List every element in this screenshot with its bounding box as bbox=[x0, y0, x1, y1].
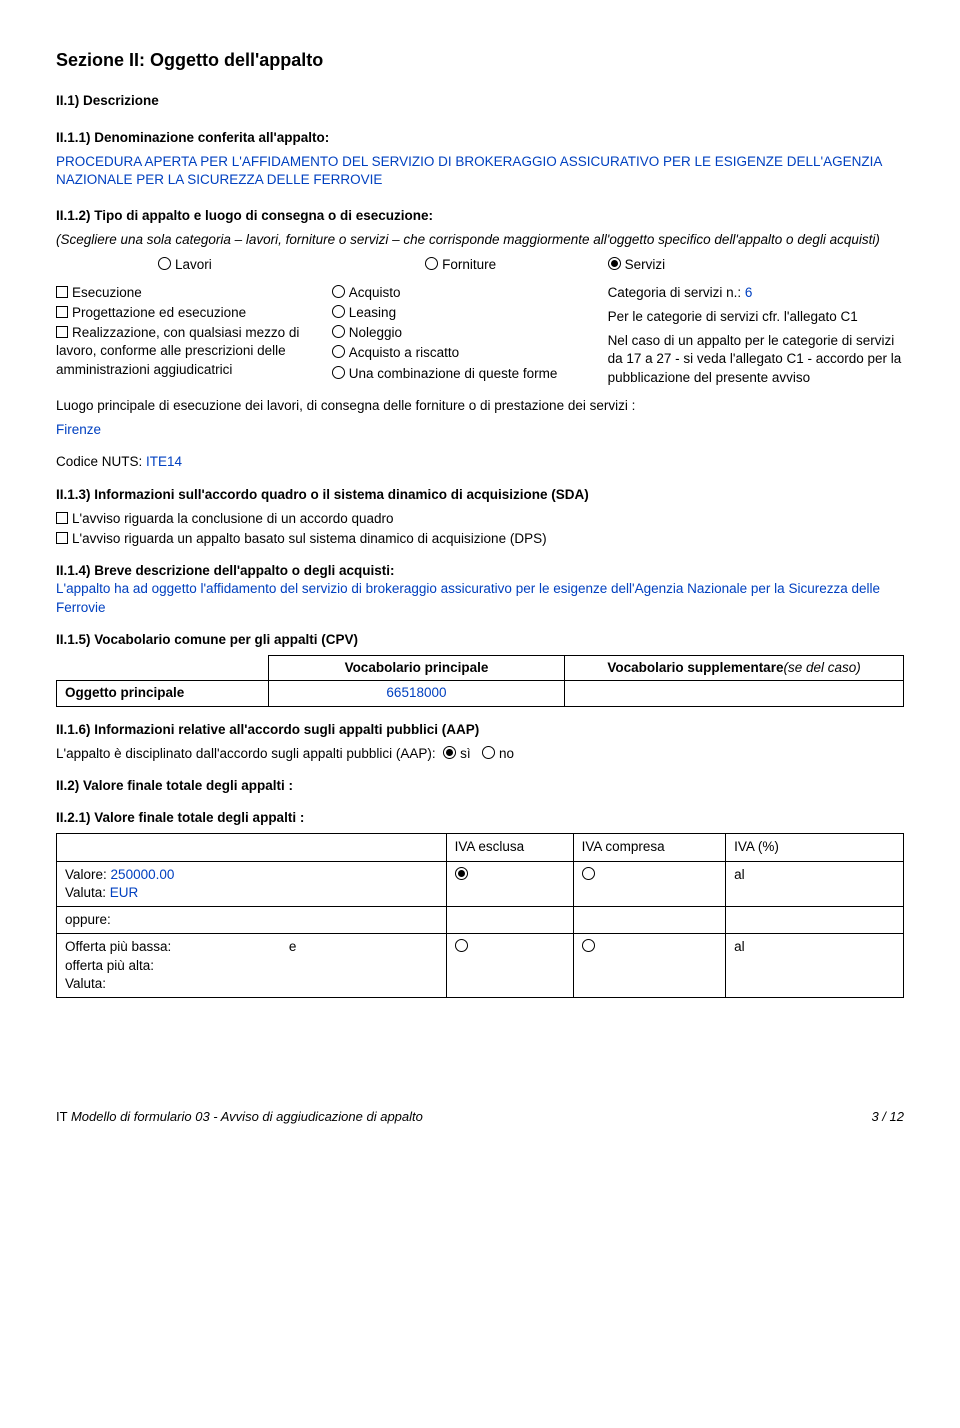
label-realizzazione: Realizzazione, con qualsiasi mezzo di la… bbox=[56, 325, 299, 376]
radio-lavori[interactable] bbox=[158, 257, 171, 270]
valore-value: 250000.00 bbox=[111, 867, 175, 882]
th-iva-esclusa: IVA esclusa bbox=[446, 834, 573, 861]
radio-iva-compresa-2[interactable] bbox=[582, 939, 595, 952]
check-progettazione[interactable] bbox=[56, 306, 68, 318]
col-servizi: Categoria di servizi n.: 6 Per le catego… bbox=[608, 284, 904, 387]
check-accordo-quadro[interactable] bbox=[56, 512, 68, 524]
label-servizi: Servizi bbox=[625, 257, 666, 272]
cat-cfr: Per le categorie di servizi cfr. l'alleg… bbox=[608, 308, 904, 326]
cpv-row-label: Oggetto principale bbox=[57, 681, 269, 706]
label-combinazione: Una combinazione di queste forme bbox=[349, 366, 558, 381]
valore-label: Valore: bbox=[65, 867, 107, 882]
cell-al-1: al bbox=[726, 861, 904, 906]
heading-II13: II.1.3) Informazioni sull'accordo quadro… bbox=[56, 486, 904, 504]
page-footer: IT Modello di formulario 03 - Avviso di … bbox=[56, 1108, 904, 1126]
radio-iva-compresa-1[interactable] bbox=[582, 867, 595, 880]
label-acquisto: Acquisto bbox=[349, 285, 401, 300]
value-II14: L'appalto ha ad oggetto l'affidamento de… bbox=[56, 580, 904, 616]
label-si: sì bbox=[460, 746, 471, 761]
radio-forniture[interactable] bbox=[425, 257, 438, 270]
heading-II2: II.2) Valore finale totale degli appalti… bbox=[56, 777, 904, 795]
offerta-bassa-label: Offerta più bassa: bbox=[65, 939, 171, 954]
radio-leasing[interactable] bbox=[332, 305, 345, 318]
radio-servizi[interactable] bbox=[608, 257, 621, 270]
label-progettazione: Progettazione ed esecuzione bbox=[72, 305, 246, 320]
check-dps[interactable] bbox=[56, 532, 68, 544]
valuta-label-2: Valuta: bbox=[65, 976, 106, 991]
offerta-alta-label: offerta più alta: bbox=[65, 958, 154, 973]
cpv-h2: Vocabolario supplementare bbox=[607, 660, 783, 675]
cpv-value: 66518000 bbox=[268, 681, 564, 706]
footer-left: Modello di formulario 03 - Avviso di agg… bbox=[71, 1109, 423, 1124]
cpv-table: Vocabolario principale Vocabolario suppl… bbox=[56, 655, 904, 706]
nuts-label: Codice NUTS: bbox=[56, 454, 142, 469]
note-II12: (Scegliere una sola categoria – lavori, … bbox=[56, 231, 904, 249]
heading-II16: II.1.6) Informazioni relative all'accord… bbox=[56, 721, 904, 739]
heading-II15: II.1.5) Vocabolario comune per gli appal… bbox=[56, 631, 904, 649]
radio-acquisto[interactable] bbox=[332, 285, 345, 298]
label-forniture: Forniture bbox=[442, 257, 496, 272]
cat-servizi-label: Categoria di servizi n.: bbox=[608, 285, 742, 300]
footer-prefix: IT bbox=[56, 1109, 71, 1124]
radio-combinazione[interactable] bbox=[332, 366, 345, 379]
label-dps: L'avviso riguarda un appalto basato sul … bbox=[72, 531, 547, 546]
heading-II11: II.1.1) Denominazione conferita all'appa… bbox=[56, 129, 904, 147]
luogo-label: Luogo principale di esecuzione dei lavor… bbox=[56, 397, 904, 415]
luogo-value: Firenze bbox=[56, 421, 904, 439]
label-noleggio: Noleggio bbox=[349, 325, 402, 340]
radio-noleggio[interactable] bbox=[332, 325, 345, 338]
cpv-h1: Vocabolario principale bbox=[268, 656, 564, 681]
check-realizzazione[interactable] bbox=[56, 326, 68, 338]
label-accordo-quadro: L'avviso riguarda la conclusione di un a… bbox=[72, 511, 394, 526]
th-iva-pct: IVA (%) bbox=[726, 834, 904, 861]
section-title: Sezione II: Oggetto dell'appalto bbox=[56, 48, 904, 72]
heading-II1: II.1) Descrizione bbox=[56, 92, 904, 110]
text-II16: L'appalto è disciplinato dall'accordo su… bbox=[56, 746, 436, 761]
heading-II12: II.1.2) Tipo di appalto e luogo di conse… bbox=[56, 207, 904, 225]
valuta-label: Valuta: bbox=[65, 885, 106, 900]
th-iva-compresa: IVA compresa bbox=[573, 834, 725, 861]
radio-iva-esclusa-1[interactable] bbox=[455, 867, 468, 880]
cell-al-2: al bbox=[726, 934, 904, 998]
radio-aap-si[interactable] bbox=[443, 746, 456, 759]
radio-iva-esclusa-2[interactable] bbox=[455, 939, 468, 952]
nuts-value: ITE14 bbox=[146, 454, 182, 469]
cat-note: Nel caso di un appalto per le categorie … bbox=[608, 332, 904, 387]
heading-II21: II.2.1) Valore finale totale degli appal… bbox=[56, 809, 904, 827]
check-esecuzione[interactable] bbox=[56, 286, 68, 298]
value-II11: PROCEDURA APERTA PER L'AFFIDAMENTO DEL S… bbox=[56, 153, 904, 189]
valuta-value: EUR bbox=[110, 885, 139, 900]
value-table: IVA esclusa IVA compresa IVA (%) Valore:… bbox=[56, 833, 904, 998]
label-leasing: Leasing bbox=[349, 305, 396, 320]
radio-aap-no[interactable] bbox=[482, 746, 495, 759]
e-label: e bbox=[289, 939, 297, 954]
label-no: no bbox=[499, 746, 514, 761]
cat-servizi-value: 6 bbox=[745, 285, 753, 300]
col-lavori: Esecuzione Progettazione ed esecuzione R… bbox=[56, 284, 314, 387]
label-esecuzione: Esecuzione bbox=[72, 285, 142, 300]
radio-acq-riscatto[interactable] bbox=[332, 345, 345, 358]
cpv-h2-note: (se del caso) bbox=[783, 660, 860, 675]
label-lavori: Lavori bbox=[175, 257, 212, 272]
oppure: oppure: bbox=[57, 907, 447, 934]
footer-right: 3 / 12 bbox=[871, 1108, 904, 1126]
label-acq-riscatto: Acquisto a riscatto bbox=[349, 345, 459, 360]
heading-II14: II.1.4) Breve descrizione dell'appalto o… bbox=[56, 563, 395, 578]
cpv-supp-value bbox=[565, 681, 904, 706]
col-forniture: Acquisto Leasing Noleggio Acquisto a ris… bbox=[332, 284, 590, 387]
